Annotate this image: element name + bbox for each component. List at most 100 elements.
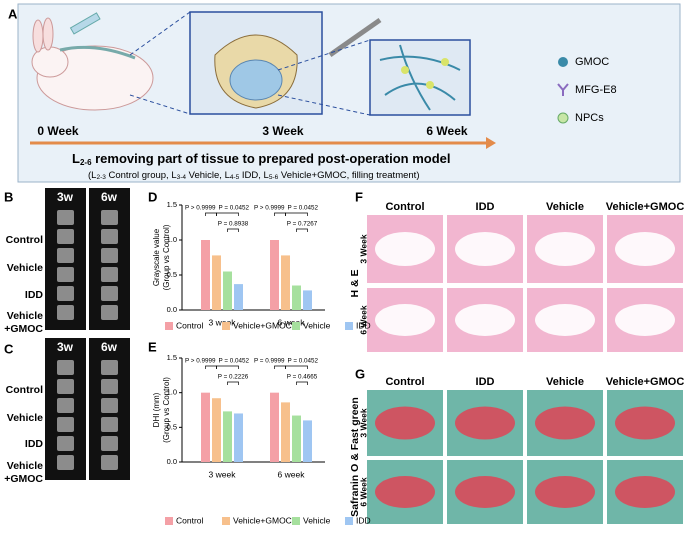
note-part: Vehicle+GMOC, filling treatment) xyxy=(278,170,419,181)
bracket xyxy=(227,381,239,385)
nucleus-pulposus xyxy=(455,476,515,508)
y-tick-label: 0.0 xyxy=(167,305,177,314)
p-value: P = 0.8938 xyxy=(218,221,249,228)
vertebra xyxy=(57,210,74,225)
y-tick-label: 0.5 xyxy=(167,422,177,431)
vertebra xyxy=(101,360,118,375)
mri-row: IDD xyxy=(25,289,44,301)
note-part: (L xyxy=(88,170,96,181)
nucleus-pulposus xyxy=(535,304,595,336)
note-part: Control group, L xyxy=(106,170,177,181)
y-tick-label: 1.5 xyxy=(167,200,177,209)
mri-row: +GMOC xyxy=(4,323,43,335)
vertebra xyxy=(57,248,74,263)
bracket xyxy=(216,365,239,369)
bracket xyxy=(296,381,308,385)
nucleus-pulposus xyxy=(455,232,515,266)
vertebra xyxy=(101,436,118,451)
bar xyxy=(234,284,243,310)
mri-row: +GMOC xyxy=(4,473,43,485)
nucleus-pulposus xyxy=(535,406,595,440)
bar xyxy=(201,392,210,462)
x-tick-label: 6 week xyxy=(278,317,306,327)
bar xyxy=(292,285,301,310)
mri-row: Vehicle xyxy=(7,460,43,472)
nucleus-pulposus xyxy=(455,406,515,440)
panel-label: F xyxy=(355,189,363,204)
p-value: P = 0.0452 xyxy=(288,205,319,212)
panel-label: E xyxy=(148,339,157,354)
p-value: P > 0.9999 xyxy=(185,358,216,365)
histology-column: Control xyxy=(385,201,424,213)
y-axis-title: DHI (mm) xyxy=(152,392,161,427)
vertebra xyxy=(57,360,74,375)
legend-label: Vehicle+GMOC xyxy=(233,320,292,330)
timeline-label: 6 Week xyxy=(426,124,467,138)
legend-swatch xyxy=(165,517,173,525)
panel-label: C xyxy=(4,341,14,356)
vertebra xyxy=(101,286,118,301)
legend-label: Control xyxy=(176,320,204,330)
nucleus-pulposus xyxy=(375,476,435,508)
nucleus-pulposus xyxy=(375,406,435,440)
legend-icon xyxy=(557,112,569,124)
legend-label: Control xyxy=(176,515,204,525)
bar xyxy=(201,240,210,310)
bar xyxy=(292,415,301,462)
bar xyxy=(212,398,221,462)
vertebra xyxy=(57,229,74,244)
nucleus-pulposus xyxy=(615,232,675,266)
x-tick-label: 3 week xyxy=(209,469,237,479)
stain-label: H & E xyxy=(349,269,361,297)
legend-label: Vehicle xyxy=(303,320,331,330)
bracket xyxy=(296,228,308,232)
note: (L2-3 Control group, L3-4 Vehicle, L4-5 … xyxy=(88,170,419,181)
bar xyxy=(270,392,279,462)
histology-column: Vehicle xyxy=(546,376,584,388)
mri-column: 6w xyxy=(101,190,118,204)
bar xyxy=(281,255,290,310)
legend-label: IDD xyxy=(356,320,371,330)
p-value: P > 0.9999 xyxy=(254,205,285,212)
vertebra-box xyxy=(189,11,382,115)
bar xyxy=(270,240,279,310)
caption-part: L xyxy=(72,151,80,166)
vertebra xyxy=(57,305,74,320)
nucleus-pulposus xyxy=(615,406,675,440)
note-part: Vehicle, L xyxy=(186,170,230,181)
bracket xyxy=(285,365,308,369)
mri-column: 3w xyxy=(57,190,74,204)
p-value: P > 0.9999 xyxy=(185,205,216,212)
vertebra xyxy=(101,267,118,282)
vertebra xyxy=(101,398,118,413)
zoom-line xyxy=(129,94,191,115)
histology-column: Vehicle+GMOC xyxy=(606,376,685,388)
legend-label: IDD xyxy=(356,515,371,525)
y-tick-label: 1.0 xyxy=(167,235,177,244)
histology-column: IDD xyxy=(476,201,495,213)
timeline-label: 0 Week xyxy=(37,124,78,138)
mri-row: Control xyxy=(6,384,43,396)
legend-label: Vehicle xyxy=(303,515,331,525)
mri-row: Vehicle xyxy=(7,310,43,322)
y-axis-title: Grayscale value xyxy=(152,228,161,286)
histology-column: Vehicle+GMOC xyxy=(606,201,685,213)
legend-swatch xyxy=(345,322,353,330)
bracket xyxy=(274,212,286,216)
vertebra xyxy=(57,436,74,451)
x-tick-label: 6 week xyxy=(278,469,306,479)
vertebra xyxy=(57,417,74,432)
note-part: 5-6 xyxy=(269,174,279,181)
legend-swatch xyxy=(292,517,300,525)
bar xyxy=(223,411,232,462)
y-tick-label: 1.0 xyxy=(167,388,177,397)
legend-swatch xyxy=(222,322,230,330)
p-value: P = 0.0452 xyxy=(219,358,250,365)
vertebra xyxy=(57,398,74,413)
note-part: IDD, L xyxy=(239,170,269,181)
histology-row: 3 Week xyxy=(358,408,368,437)
note-part: 2-3 xyxy=(96,174,106,181)
nucleus-pulposus xyxy=(375,232,435,266)
mri-row: Vehicle xyxy=(7,412,43,424)
